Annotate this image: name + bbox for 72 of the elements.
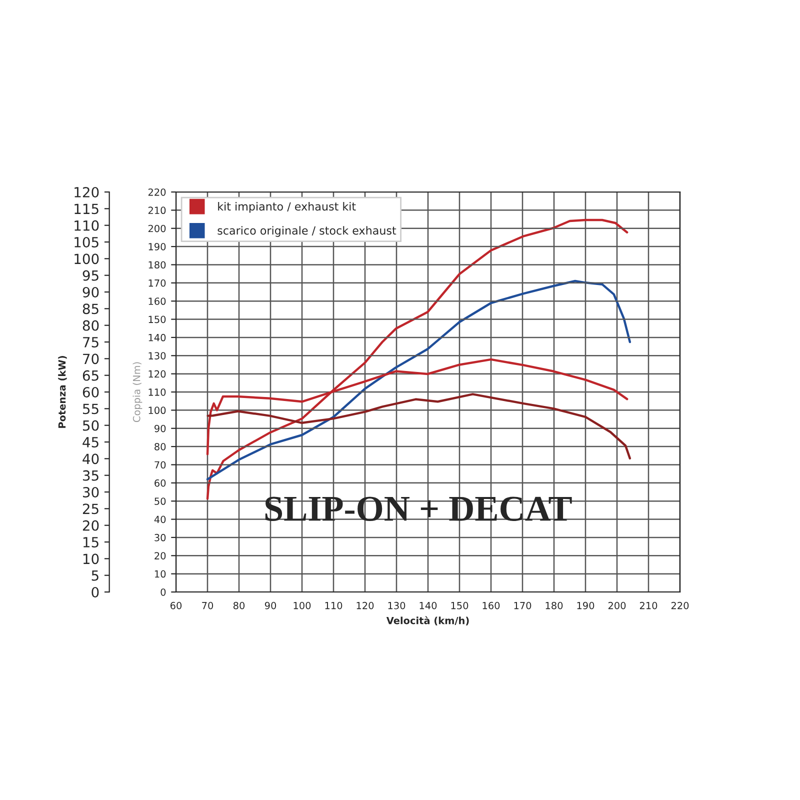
y-tick-label: 15 (83, 537, 98, 548)
y-tick-label: 0 (92, 586, 99, 598)
x-tick-label: 80 (233, 602, 245, 610)
y-tick-label: 75 (83, 337, 98, 348)
y2-tick-label: 200 (148, 224, 166, 232)
x-tick-label: 140 (420, 602, 437, 610)
y-tick-label: 30 (82, 486, 99, 498)
line-series (206, 393, 632, 460)
y2-tick-label: 180 (148, 261, 166, 269)
y-tick-label: 45 (82, 437, 98, 448)
y2-tick-label: 120 (148, 370, 166, 378)
x-tick-label: 220 (671, 602, 689, 610)
x-tick-label: 200 (608, 602, 626, 610)
y-tick-label: 110 (74, 220, 99, 231)
y2-tick-label: 220 (148, 188, 166, 196)
x-tick-label: 120 (356, 602, 374, 610)
y2-tick-label: 110 (148, 388, 166, 396)
x-tick-label: 100 (294, 602, 311, 610)
y-tick-label: 50 (83, 420, 99, 431)
x-tick-label: 160 (482, 602, 500, 610)
y2-axis-title: Coppia (Nm) (132, 362, 142, 422)
y2-tick-label: 80 (154, 443, 166, 450)
y-tick-label: 105 (74, 236, 98, 248)
y2-tick-label: 0 (160, 588, 166, 596)
y-tick-label: 40 (82, 454, 99, 464)
x-tick-label: 170 (514, 602, 532, 610)
y2-tick-label: 40 (154, 516, 166, 524)
x-tick-label: 210 (640, 602, 658, 610)
y-tick-label: 65 (82, 370, 98, 381)
y-tick-label: 115 (74, 204, 98, 214)
y-tick-label: 35 (82, 470, 98, 481)
legend-label: kit impianto / exhaust kit (218, 202, 356, 213)
x-tick-label: 90 (264, 602, 276, 610)
y2-tick-label: 140 (148, 334, 166, 342)
y2-tick-label: 60 (154, 479, 166, 487)
y2-tick-label: 100 (148, 406, 166, 414)
x-tick-label: 190 (577, 602, 594, 610)
y2-tick-label: 130 (148, 352, 166, 360)
x-axis-title: Velocità (km/h) (386, 616, 469, 626)
y2-tick-label: 150 (148, 316, 166, 324)
y-tick-label: 95 (82, 270, 98, 281)
y2-tick-label: 20 (154, 552, 166, 560)
line-series (206, 280, 632, 480)
y-axis-title: Potenza (kW) (58, 356, 67, 428)
x-tick-label: 60 (170, 602, 182, 610)
y-tick-label: 80 (82, 320, 99, 331)
x-tick-label: 130 (388, 602, 406, 610)
x-tick-label: 180 (546, 602, 563, 610)
x-tick-label: 150 (451, 602, 468, 610)
y-tick-label: 10 (83, 554, 99, 564)
y2-tick-label: 90 (154, 424, 166, 432)
legend-label: scarico originale / stock exhaust (218, 226, 396, 237)
y2-tick-label: 160 (148, 298, 166, 305)
y-tick-label: 70 (83, 354, 99, 364)
y-tick-label: 20 (82, 520, 99, 531)
y2-tick-label: 210 (148, 206, 166, 214)
y-tick-label: 120 (74, 186, 99, 198)
y-tick-label: 100 (74, 254, 99, 264)
y2-tick-label: 50 (154, 498, 166, 505)
y-tick-label: 60 (82, 386, 99, 398)
y-tick-label: 5 (92, 570, 98, 581)
y-tick-label: 25 (82, 504, 98, 514)
y-tick-label: 90 (82, 286, 99, 298)
x-tick-label: 110 (325, 602, 342, 610)
y2-tick-label: 10 (154, 570, 166, 578)
y2-tick-label: 70 (154, 461, 166, 469)
y2-tick-label: 30 (154, 534, 166, 542)
x-tick-label: 70 (202, 602, 214, 610)
y-tick-label: 85 (82, 304, 98, 314)
y2-tick-label: 170 (148, 279, 166, 287)
y-tick-label: 55 (83, 404, 98, 414)
y2-tick-label: 190 (148, 243, 166, 250)
